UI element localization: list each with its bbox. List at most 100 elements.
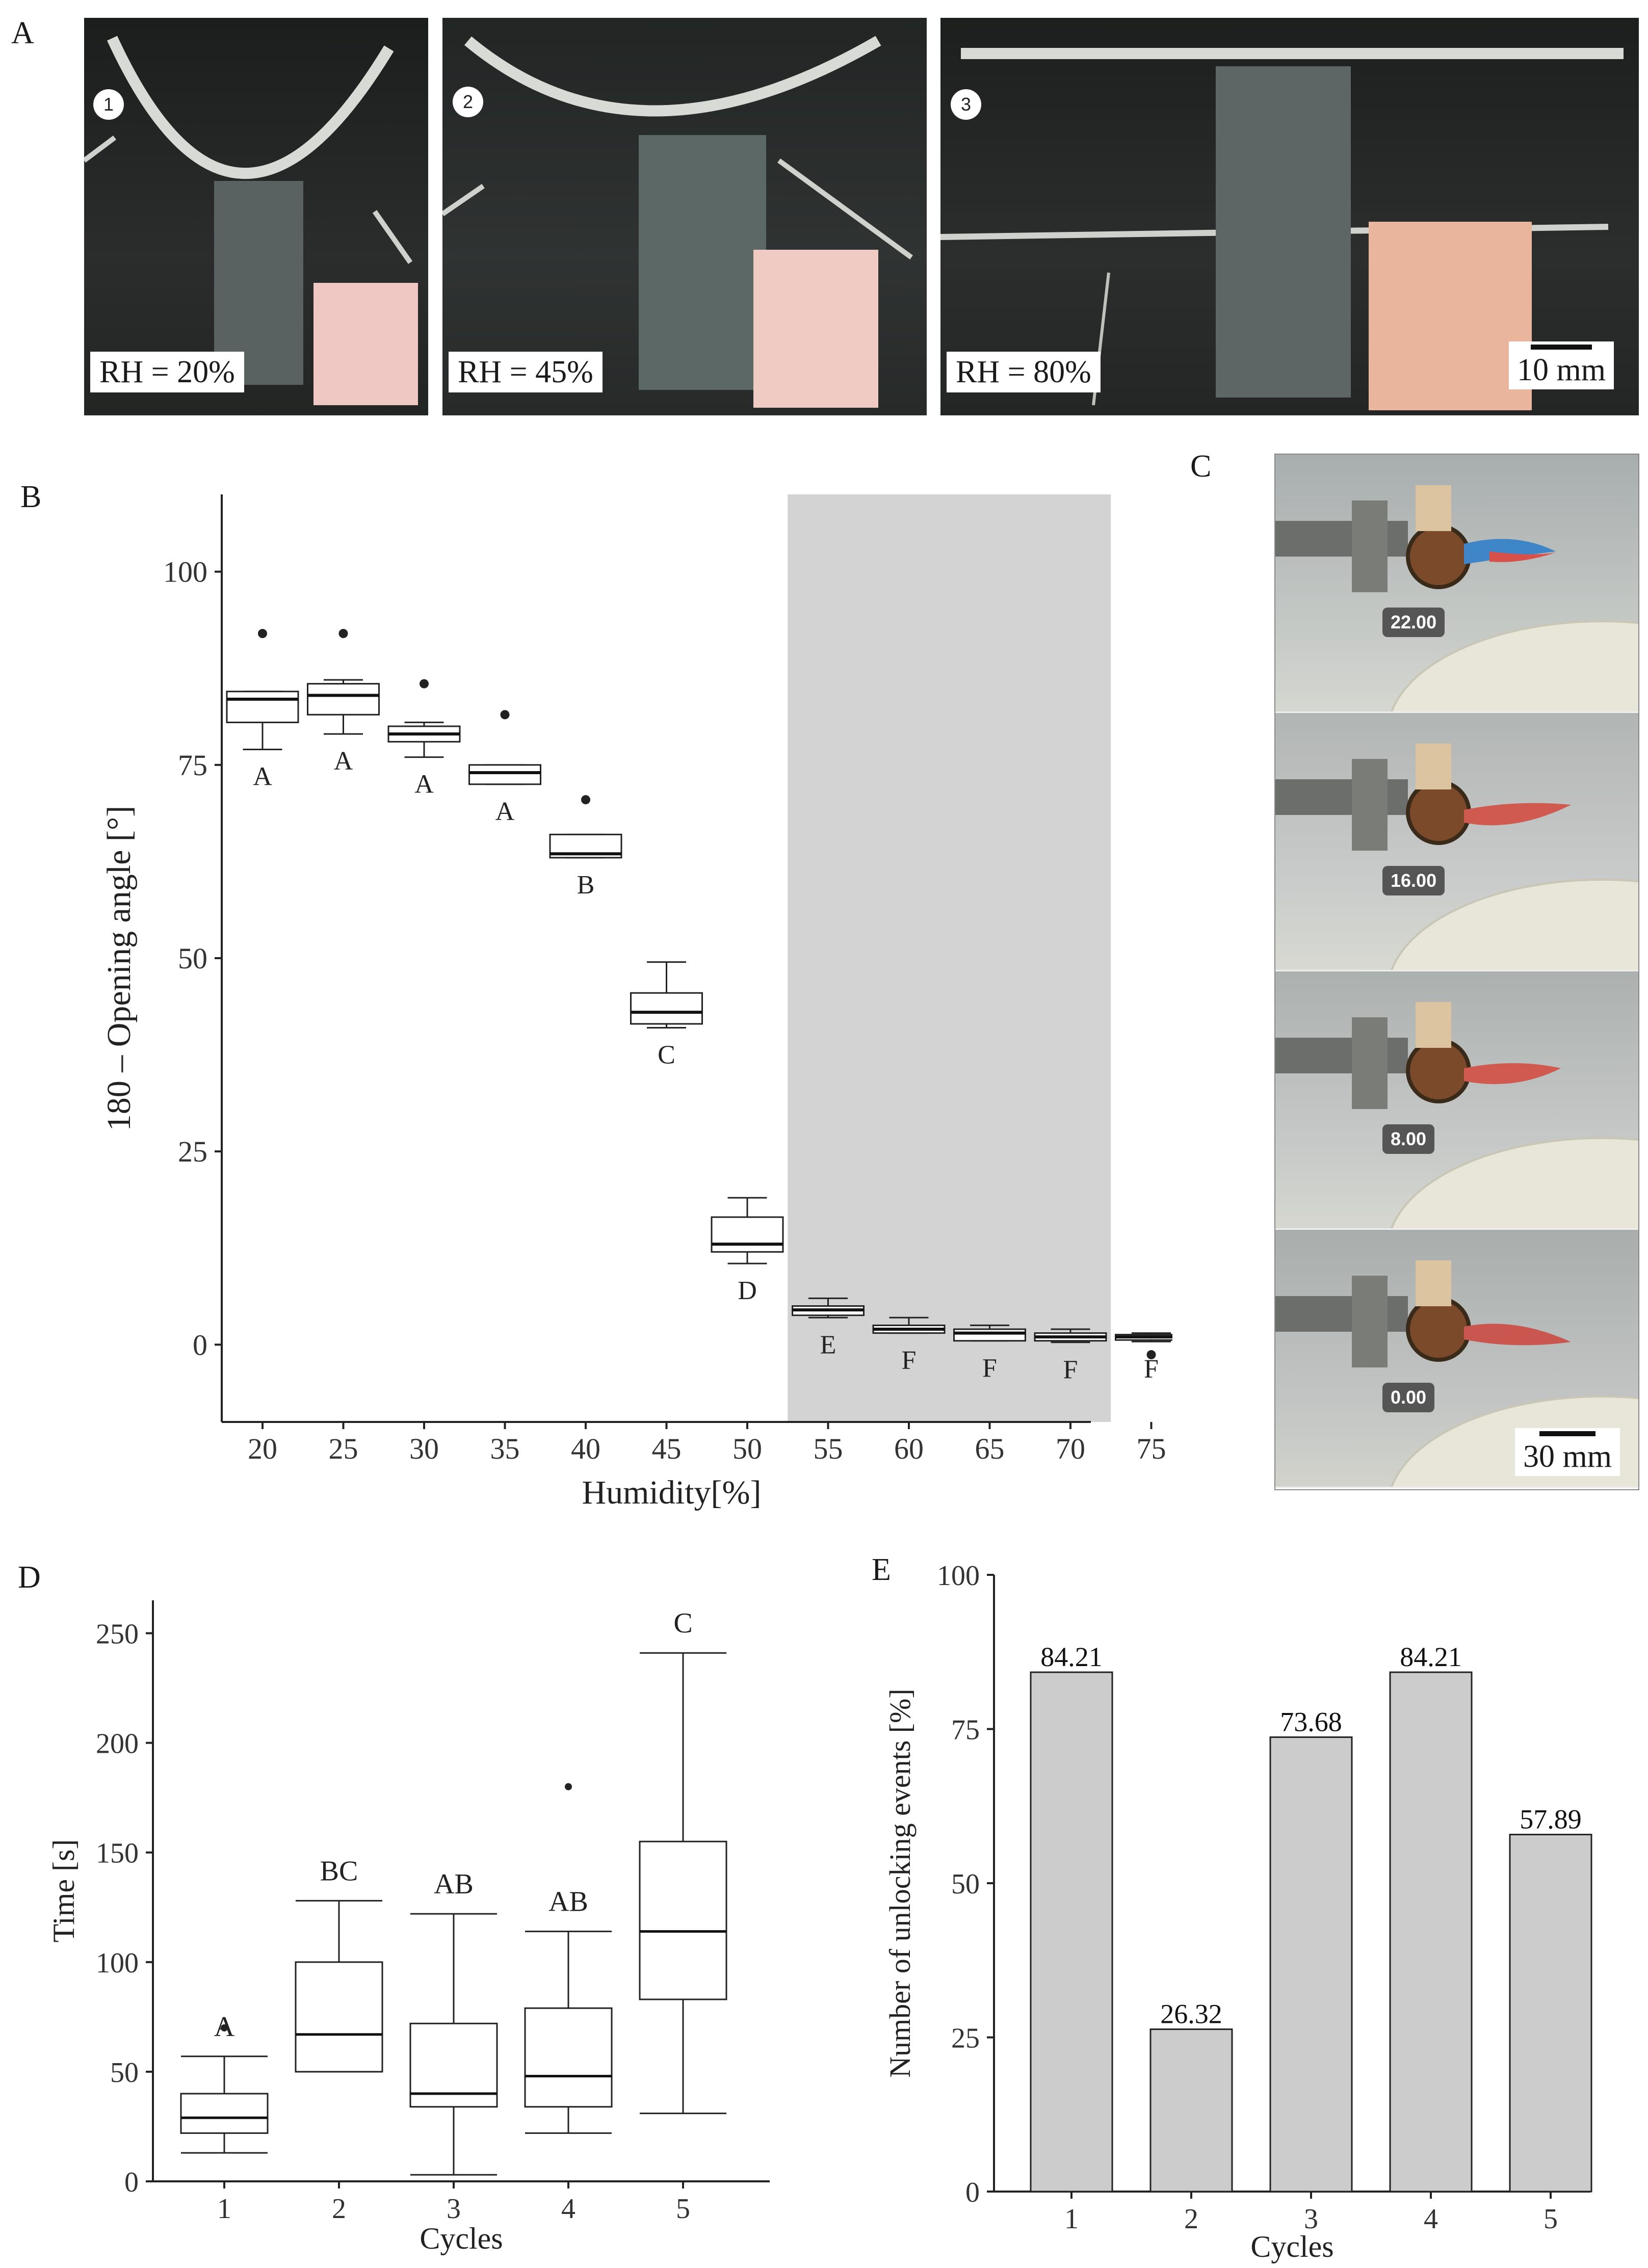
- panel-c-frame: 22.00: [1275, 455, 1638, 713]
- x-tick-label: 40: [571, 1432, 600, 1465]
- x-tick-label: 5: [676, 2193, 690, 2225]
- box-iqr: [953, 1328, 1026, 1342]
- photo-rh-45: 2 RH = 45%: [442, 18, 927, 415]
- y-axis-label: Time [s]: [47, 1839, 81, 1943]
- y-tick-label: 75: [178, 749, 207, 782]
- scale-label: 10 mm: [1517, 353, 1606, 387]
- x-tick-label: 65: [975, 1432, 1005, 1465]
- y-tick-label: 100: [163, 556, 207, 589]
- rh-label: RH = 45%: [449, 352, 603, 393]
- y-tick-label: 50: [951, 1868, 980, 1900]
- x-tick-label: 2: [1184, 2203, 1198, 2235]
- group-letter: F: [982, 1354, 997, 1383]
- panel-c-frame: 16.00: [1275, 713, 1638, 971]
- box-iqr: [630, 992, 703, 1025]
- box-iqr: [639, 1840, 727, 2000]
- bar: [1389, 1671, 1473, 2193]
- panel-a-letter: A: [11, 16, 34, 50]
- panel-c-image-sequence: 22.00 16.00 8.00: [1274, 454, 1639, 1490]
- group-letter: F: [902, 1346, 917, 1375]
- outlier-point: [258, 629, 267, 638]
- rh-label: RH = 20%: [90, 352, 244, 393]
- box-iqr: [295, 1961, 383, 2073]
- scale-bar-30mm: 30 mm: [1515, 1428, 1620, 1476]
- x-axis-label: Humidity[%]: [582, 1474, 762, 1511]
- elapsed-time-badge: 8.00: [1382, 1124, 1435, 1154]
- x-tick-label: 2: [332, 2193, 346, 2225]
- y-tick-label: 100: [937, 1560, 980, 1592]
- panel-d-letter: D: [18, 1560, 41, 1595]
- outlier-point: [420, 679, 429, 689]
- box-iqr: [468, 764, 541, 785]
- panel-b-letter: B: [20, 480, 42, 514]
- group-letter: D: [738, 1276, 757, 1305]
- x-tick-label: 55: [814, 1432, 843, 1465]
- x-tick-label: 45: [652, 1432, 682, 1465]
- photo-rh-80: 3 RH = 80% 10 mm: [940, 18, 1639, 415]
- bar-value-label: 73.68: [1280, 1706, 1342, 1737]
- chart-b-opening-angle: 0 25 50 75 100 A 20 A 25 A 30 A 35 B 40 C 45 D 50 E 55 F 60 F 65…: [100, 494, 1172, 1511]
- chart-e-unlocking-events: 0 25 50 75 100 84.21 1 26.32 2 73.68 3 84.21 4 57.89 5…: [883, 1560, 1592, 2263]
- bar: [1149, 2028, 1233, 2193]
- shaded-region: [788, 494, 1111, 1422]
- x-tick-label: 20: [248, 1432, 277, 1465]
- y-tick-label: 100: [96, 1947, 139, 1979]
- x-tick-label: 75: [1137, 1432, 1166, 1465]
- x-tick-label: 30: [409, 1432, 439, 1465]
- x-tick-label: 3: [1304, 2203, 1318, 2235]
- y-tick-label: 150: [96, 1838, 139, 1869]
- panel-c-frame: 8.00: [1275, 971, 1638, 1230]
- y-tick-label: 200: [96, 1728, 139, 1760]
- outlier-point: [338, 629, 348, 638]
- x-tick-label: 35: [490, 1432, 520, 1465]
- x-tick-label: 50: [733, 1432, 762, 1465]
- group-letter: F: [1144, 1354, 1159, 1383]
- photo-marker: 3: [951, 89, 981, 120]
- outlier-point: [565, 1783, 572, 1790]
- x-axis-label: Cycles: [1250, 2230, 1333, 2263]
- group-letter: A: [214, 2011, 235, 2043]
- bar-value-label: 84.21: [1040, 1642, 1103, 1672]
- chart-d-time: 0 50 100 150 200 250 A 1 BC 2 AB 3 AB 4 C 5 Cycles Time […: [47, 1600, 770, 2255]
- box-iqr: [524, 2007, 613, 2108]
- outlier-point: [500, 710, 510, 720]
- photo-marker: 2: [453, 87, 483, 117]
- rh-label: RH = 80%: [947, 352, 1101, 393]
- box-iqr: [307, 683, 380, 716]
- outlier-point: [1146, 1350, 1156, 1360]
- group-letter: A: [495, 797, 515, 826]
- outlier-point: [581, 795, 590, 805]
- photo-marker: 1: [93, 89, 124, 120]
- group-letter: A: [334, 747, 353, 776]
- group-letter: E: [820, 1330, 836, 1359]
- box-iqr: [226, 691, 299, 723]
- group-letter: A: [414, 770, 434, 799]
- group-letter: AB: [434, 1868, 474, 1900]
- y-tick-label: 25: [178, 1135, 207, 1168]
- scale-bar-10mm: 10 mm: [1509, 341, 1614, 390]
- group-letter: A: [253, 762, 272, 792]
- bar: [1509, 1834, 1592, 2193]
- group-letter: C: [673, 1607, 692, 1639]
- photo-rh-20: 1 RH = 20%: [84, 18, 428, 415]
- y-tick-label: 25: [951, 2023, 980, 2054]
- y-tick-label: 0: [965, 2177, 980, 2208]
- panel-c-letter: C: [1190, 449, 1212, 484]
- y-tick-label: 50: [178, 942, 207, 975]
- scale-label: 30 mm: [1523, 1439, 1612, 1474]
- bar-value-label: 57.89: [1520, 1804, 1582, 1835]
- bar: [1030, 1671, 1113, 2193]
- group-letter: BC: [320, 1855, 358, 1887]
- x-tick-label: 4: [1424, 2203, 1438, 2235]
- group-letter: F: [1063, 1355, 1078, 1384]
- box-iqr: [180, 2093, 269, 2134]
- bar-value-label: 84.21: [1400, 1642, 1462, 1672]
- y-axis-label: 180 – Opening angle [°]: [100, 806, 138, 1131]
- x-tick-label: 1: [1064, 2203, 1079, 2235]
- y-tick-label: 50: [110, 2057, 139, 2089]
- x-tick-label: 4: [561, 2193, 576, 2225]
- panel-e-letter: E: [872, 1552, 891, 1587]
- y-tick-label: 75: [951, 1715, 980, 1746]
- x-tick-label: 3: [447, 2193, 461, 2225]
- group-letter: AB: [548, 1886, 588, 1918]
